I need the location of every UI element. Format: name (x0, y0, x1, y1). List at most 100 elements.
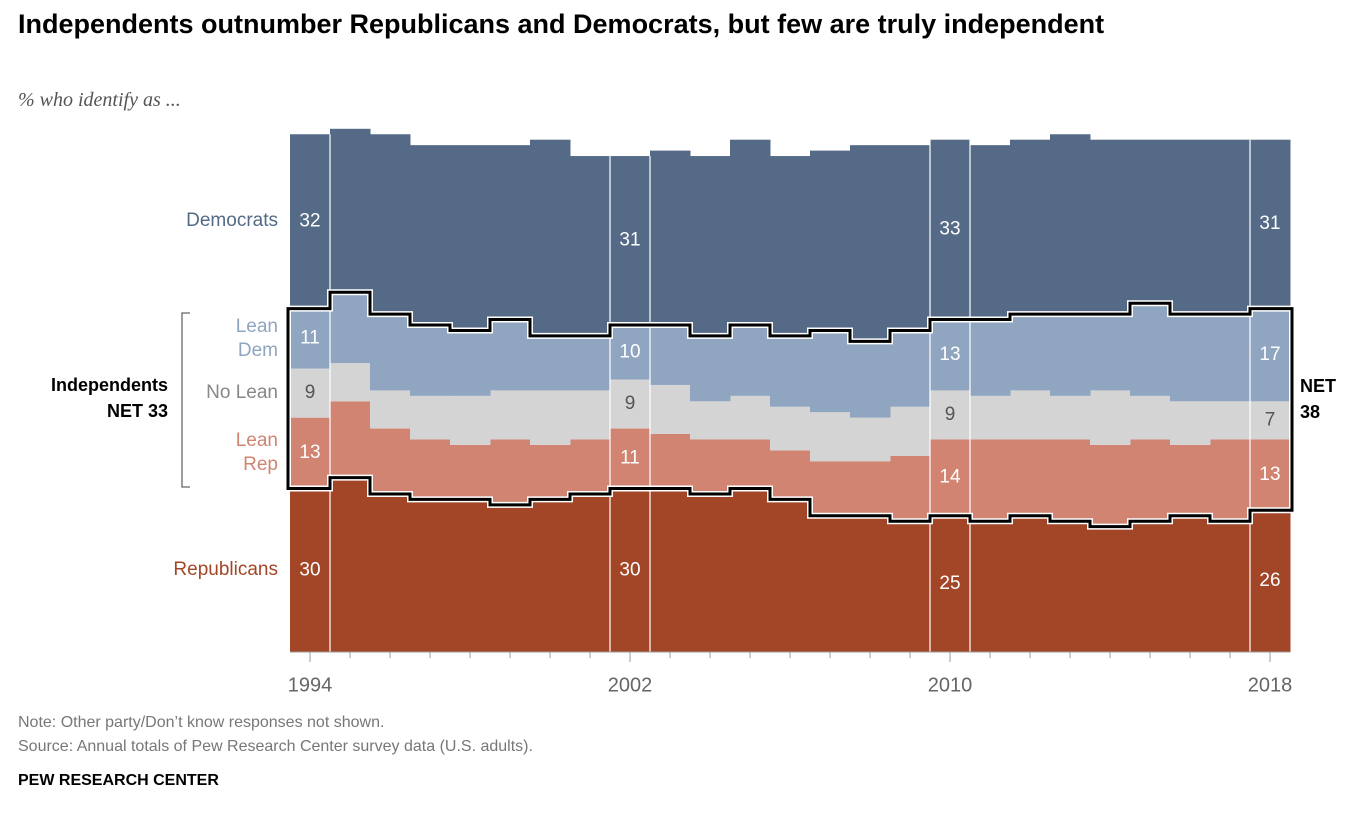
value-label: 26 (1259, 570, 1280, 591)
area-step (450, 395, 491, 445)
area-step (1210, 521, 1251, 652)
area-step (490, 439, 531, 505)
area-step (810, 150, 851, 331)
area-step (490, 145, 531, 320)
value-label: 9 (945, 404, 956, 425)
area-step (330, 401, 371, 478)
x-tick-label: 2018 (1248, 674, 1293, 696)
value-label: 17 (1259, 344, 1280, 365)
area-step (890, 521, 931, 652)
area-step (1250, 510, 1291, 652)
area-step (1210, 439, 1251, 522)
area-step (1250, 439, 1291, 511)
area-step (770, 156, 811, 336)
area-step (650, 384, 691, 434)
area-step (1210, 139, 1251, 315)
annotation: Independents (50, 375, 168, 395)
value-label: 25 (939, 573, 960, 594)
area-step (490, 319, 531, 391)
value-label: 32 (299, 210, 320, 231)
area-step (410, 325, 451, 396)
area-step (530, 139, 571, 336)
area-step (490, 504, 531, 652)
area-step (970, 145, 1011, 320)
area-step (1010, 390, 1051, 440)
area-step (570, 439, 611, 494)
area-step (890, 330, 931, 407)
area-step (1050, 134, 1091, 315)
area-step (730, 325, 771, 396)
area-step (450, 444, 491, 500)
area-step (690, 335, 731, 402)
area-step (370, 314, 411, 391)
series-label: No Lean (206, 382, 278, 404)
annotation: NET 33 (106, 401, 168, 421)
area-step (1130, 139, 1171, 304)
area-step (610, 488, 651, 652)
series-label: Republicans (173, 559, 278, 581)
area-step (1170, 401, 1211, 445)
annotation: NET 38 (1300, 376, 1336, 422)
value-label: 13 (1259, 464, 1280, 485)
area-step (770, 406, 811, 451)
area-step (850, 145, 891, 342)
area-step (450, 330, 491, 396)
area-step (1250, 139, 1291, 309)
area-step (370, 134, 411, 315)
value-label: 10 (619, 341, 640, 362)
bracket (181, 312, 190, 488)
area-step (570, 335, 611, 391)
area-step (690, 493, 731, 652)
area-step (610, 156, 651, 325)
area-step (1090, 526, 1131, 652)
area-step (810, 461, 851, 516)
area-step (610, 428, 651, 489)
area-step (850, 461, 891, 516)
x-tick-label: 2010 (928, 674, 973, 696)
area-step (850, 341, 891, 418)
area-step (370, 428, 411, 494)
area-step (810, 412, 851, 462)
area-step (930, 515, 971, 652)
x-tick-label: 2002 (608, 674, 653, 696)
area-step (1130, 395, 1171, 440)
area-step (970, 395, 1011, 440)
area-step (1010, 314, 1051, 391)
area-step (650, 150, 691, 325)
area-step (650, 434, 691, 489)
area-step (1130, 439, 1171, 522)
note: Note: Other party/Don’t know responses n… (18, 714, 385, 731)
area-step (1050, 395, 1091, 440)
area-step (850, 417, 891, 462)
area-step (450, 145, 491, 331)
area-step (530, 390, 571, 445)
value-label: 9 (305, 382, 316, 403)
value-label: 11 (620, 448, 640, 469)
area-step (770, 450, 811, 500)
area-step (1170, 444, 1211, 516)
value-label: 30 (299, 559, 320, 580)
area-step (330, 292, 371, 364)
area-step (970, 439, 1011, 522)
area-step (290, 488, 331, 652)
area-step (1010, 439, 1051, 516)
value-label: 13 (299, 442, 320, 463)
area-step (1050, 439, 1091, 522)
series-label: Lean Dem (235, 315, 278, 361)
area-step (730, 439, 771, 489)
value-label: 13 (939, 344, 960, 365)
value-label: 33 (939, 219, 960, 240)
value-label: 30 (619, 559, 640, 580)
area-step (570, 493, 611, 652)
area-step (1090, 390, 1131, 445)
area-step (330, 363, 371, 402)
area-step (370, 493, 411, 652)
area-step (890, 145, 931, 331)
net-outline (286, 290, 1294, 529)
area-step (530, 444, 571, 500)
area-step (1050, 314, 1091, 396)
value-label: 31 (1259, 213, 1280, 234)
area-step (290, 134, 331, 309)
